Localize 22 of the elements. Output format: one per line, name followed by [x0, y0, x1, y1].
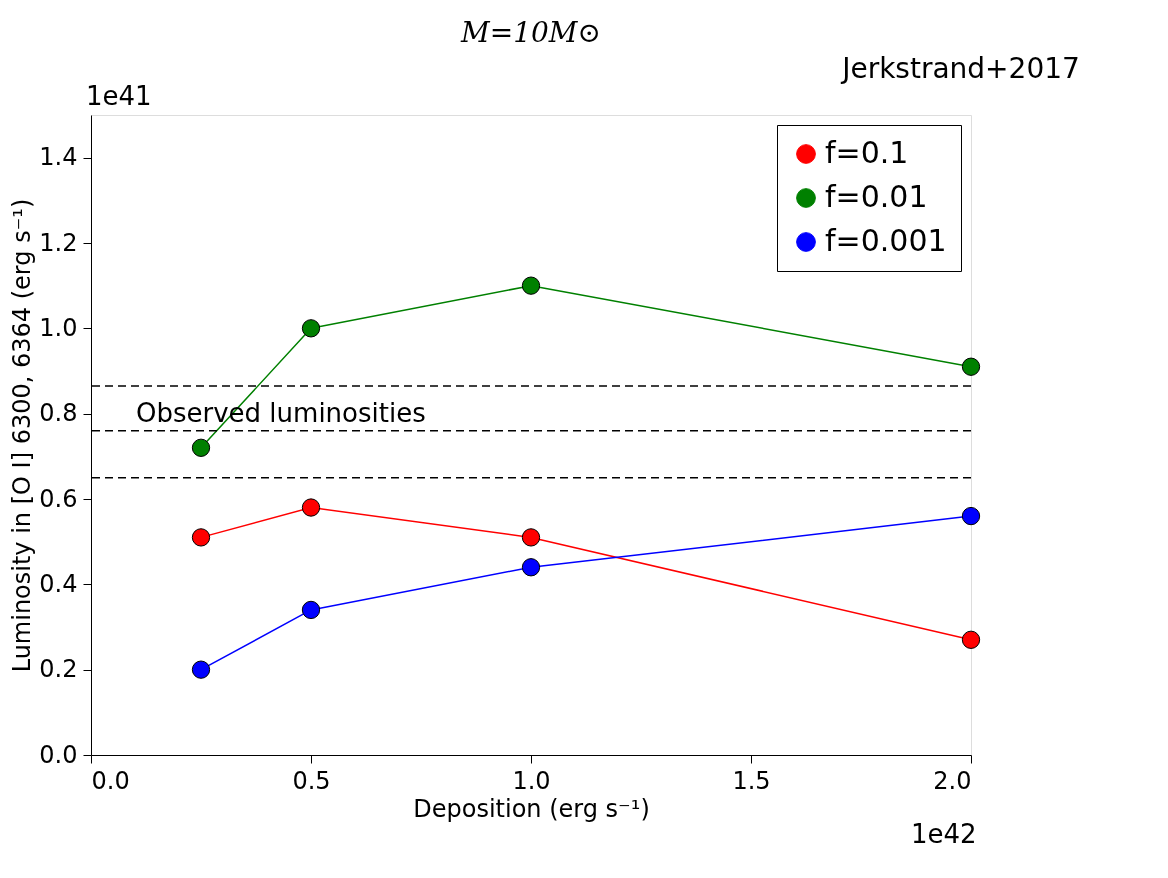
x-tick-label: 1.0 — [512, 766, 551, 795]
y-axis-title: Luminosity in [O I] 6300, 6364 (erg s⁻¹) — [8, 198, 37, 673]
text: 1e41 — [86, 81, 152, 111]
text: Jerkstrand+2017 — [840, 52, 1080, 85]
y-tick-label: 0.0 — [39, 740, 78, 769]
y-tick-label: 0.8 — [39, 399, 78, 428]
text: 1e42 — [911, 819, 977, 849]
x-tick-label: 1.5 — [732, 766, 771, 795]
x-tick-label: 2.0 — [933, 766, 972, 795]
legend-label: f=0.01 — [825, 179, 928, 214]
y-tick-label: 0.4 — [39, 569, 78, 598]
x-tick-label: 0.5 — [292, 766, 331, 795]
y-tick-label: 1.2 — [39, 228, 78, 257]
legend-label: f=0.001 — [825, 223, 947, 258]
chart-title: M=10M⊙ — [460, 16, 601, 49]
y-tick-label: 1.0 — [39, 313, 78, 342]
y-tick-label: 0.6 — [39, 484, 78, 513]
x-axis-title: Deposition (erg s⁻¹) — [413, 794, 650, 823]
x-tick-label: 0.0 — [91, 766, 130, 795]
y-tick-label: 0.2 — [39, 655, 78, 684]
y-tick-label: 1.4 — [39, 143, 78, 172]
legend-label: f=0.1 — [825, 135, 909, 170]
